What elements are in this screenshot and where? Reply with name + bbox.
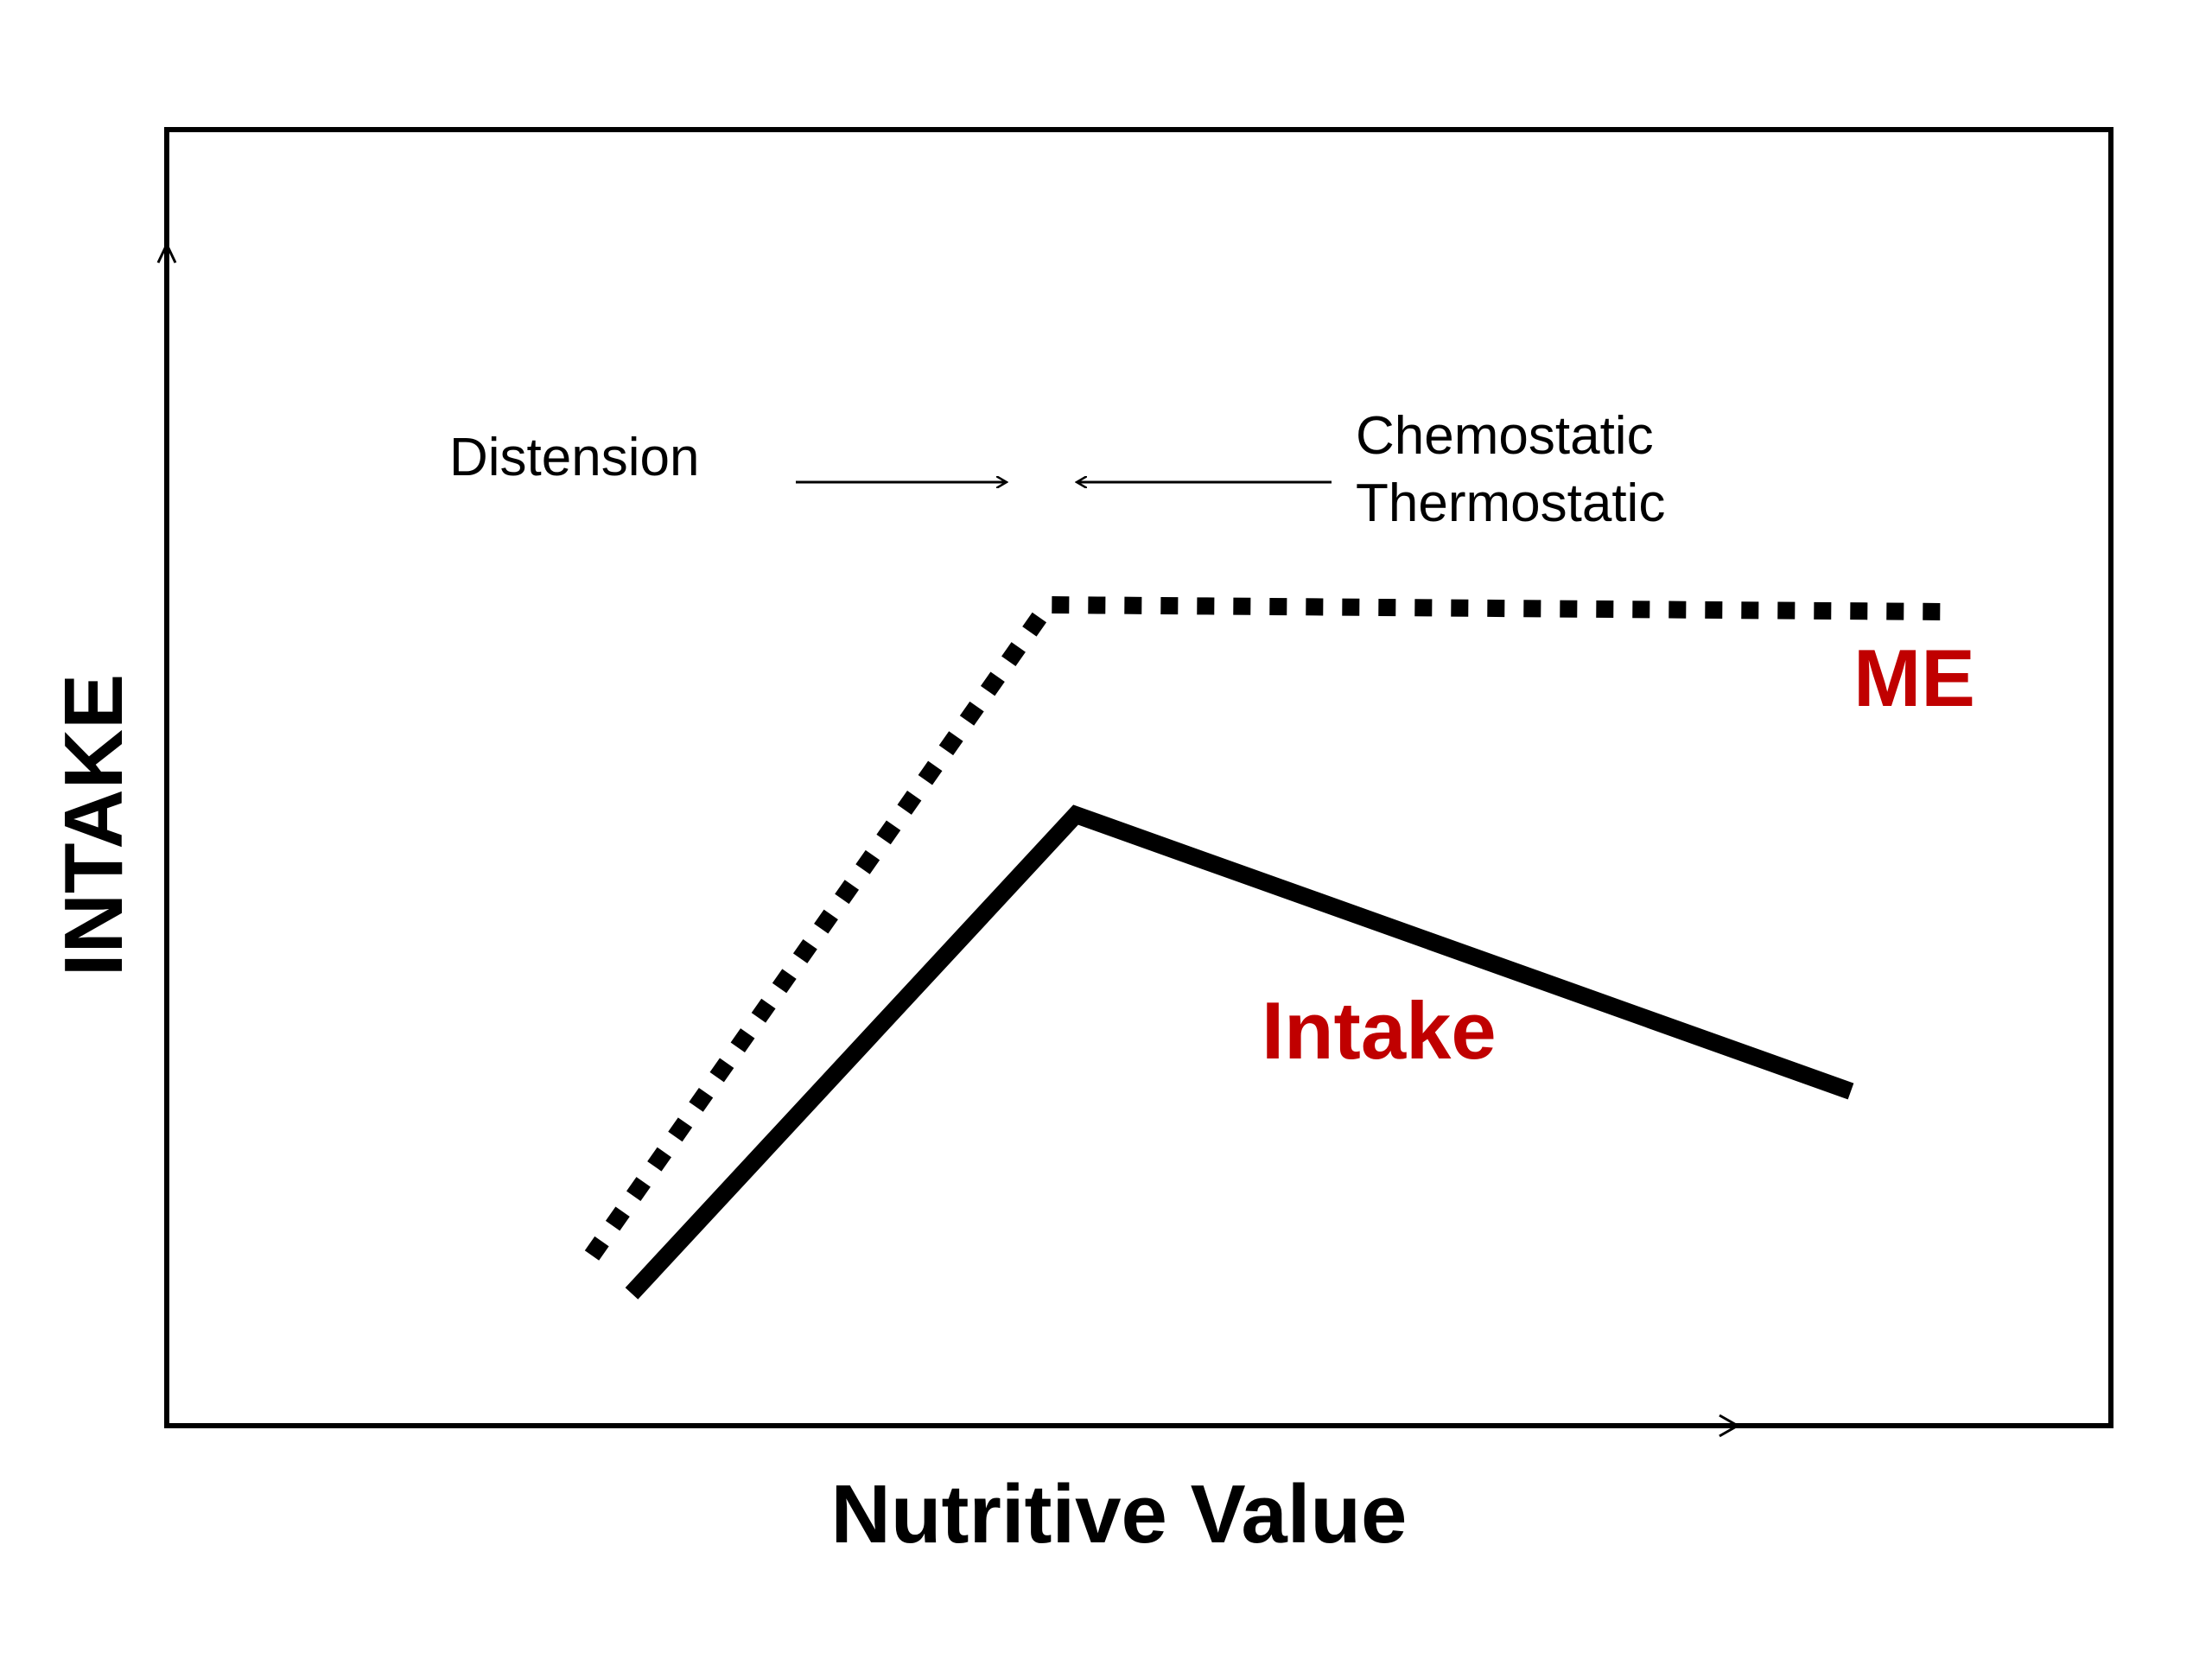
thermostatic-label: Thermostatic	[1356, 474, 1665, 533]
intake-series-label: Intake	[1262, 985, 1497, 1076]
me-series-label: ME	[1853, 632, 1975, 723]
y-axis-arrow	[156, 241, 177, 264]
x-axis-label: Nutritive Value	[831, 1468, 1408, 1560]
plot-frame	[164, 127, 2113, 1428]
y-axis-label: INTAKE	[48, 674, 140, 976]
x-axis-arrow	[1719, 1414, 1741, 1438]
chemostatic-label: Chemostatic	[1356, 406, 1654, 466]
distension-label: Distension	[449, 428, 699, 487]
me-line	[584, 595, 1945, 1261]
intake-line	[625, 804, 1854, 1300]
